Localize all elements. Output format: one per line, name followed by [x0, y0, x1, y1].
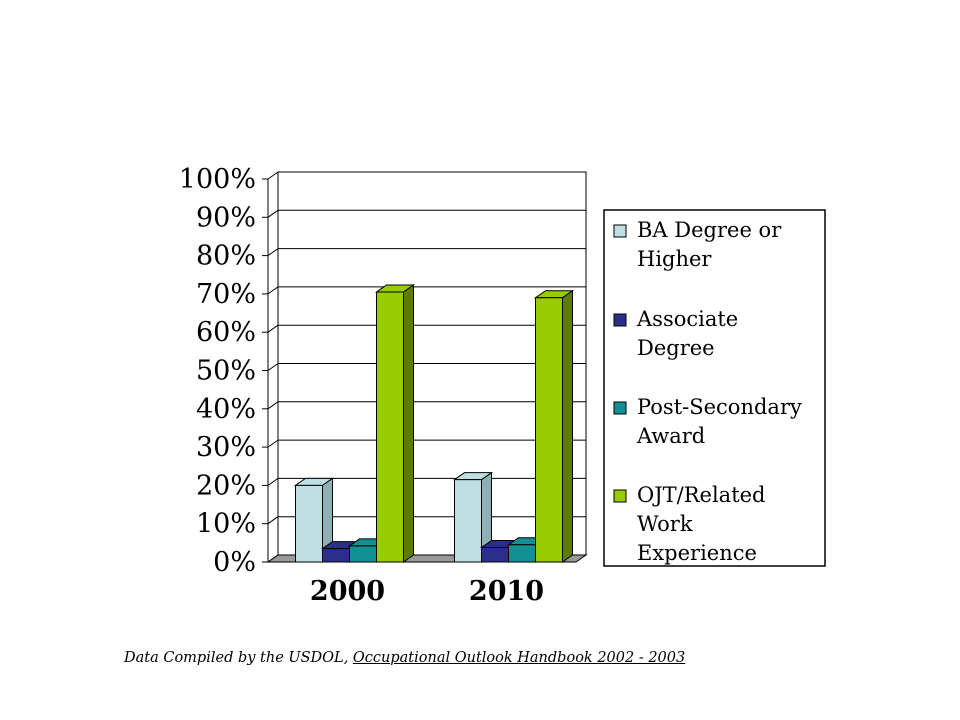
- source-title: Occupational Outlook Handbook 2002 - 200…: [352, 650, 686, 666]
- y-tick-label: 60%: [196, 317, 256, 348]
- gridline-side: [267, 439, 279, 448]
- gridline-side: [267, 477, 279, 486]
- y-tick-label: 20%: [196, 470, 256, 501]
- bar-front: [349, 545, 377, 563]
- gridline-side: [267, 324, 279, 333]
- gridline-side: [267, 248, 279, 257]
- legend-label-line: Award: [636, 424, 705, 448]
- bar-side: [403, 284, 414, 563]
- bar-front: [481, 546, 509, 563]
- legend-swatch: [613, 489, 627, 503]
- y-tick-label: 40%: [196, 394, 256, 425]
- legend-label-line: Associate: [636, 307, 738, 331]
- y-tick-label: 30%: [196, 432, 256, 463]
- y-tick-label: 0%: [213, 547, 256, 578]
- gridline-side: [267, 401, 279, 410]
- legend-label-line: Higher: [637, 247, 712, 271]
- bars: [293, 284, 575, 563]
- legend-label-line: Degree: [637, 336, 715, 360]
- gridline-side: [267, 363, 279, 371]
- y-axis: 0% 10% 20% 30% 40% 50% 60% 70% 80% 90% 100%: [179, 164, 576, 578]
- x-category-label: 2000: [310, 576, 385, 607]
- bar: [374, 284, 416, 563]
- bar-front: [454, 479, 482, 563]
- y-tick-label: 90%: [196, 202, 256, 233]
- legend-swatch: [613, 313, 627, 327]
- legend-label-line: BA Degree or: [637, 218, 782, 242]
- legend-label-line: Experience: [637, 541, 757, 565]
- source-prefix: Data Compiled by the USDOL,: [124, 650, 353, 666]
- legend-label: Associate Degree: [636, 307, 738, 360]
- legend-label: Post-Secondary Award: [636, 395, 802, 448]
- legend-swatch: [613, 224, 627, 238]
- y-tick-label: 100%: [179, 164, 256, 195]
- y-tick-label: 80%: [196, 241, 256, 272]
- y-tick-label: 70%: [196, 279, 256, 310]
- bar-front: [376, 291, 404, 563]
- bar: [533, 289, 575, 563]
- gridline-side: [267, 171, 279, 180]
- bar-front: [295, 484, 323, 563]
- legend-label-line: Post-Secondary: [637, 395, 802, 419]
- gridline-side: [267, 516, 279, 525]
- bar-front: [508, 544, 536, 563]
- bar-side: [562, 289, 573, 563]
- bar-front: [322, 548, 350, 563]
- category-labels: 2000 2010: [310, 576, 544, 607]
- x-category-label: 2010: [469, 576, 544, 607]
- legend-box: [603, 209, 826, 567]
- legend-swatch: [613, 401, 627, 415]
- y-tick-label: 10%: [196, 509, 256, 540]
- legend-label: OJT/Related Work Experience: [637, 483, 766, 565]
- gridline-side: [267, 209, 279, 218]
- legend-label-line: OJT/Related: [637, 483, 766, 507]
- bar-front: [535, 297, 563, 563]
- gridline-side: [267, 286, 279, 295]
- y-tick-label: 50%: [196, 356, 256, 387]
- legend-label-line: Work: [637, 512, 693, 536]
- legend-label: BA Degree or Higher: [637, 218, 782, 271]
- bar: [452, 471, 494, 563]
- legend: BA Degree or Higher Associate Degree Post-Se…: [603, 209, 826, 567]
- source-note: Data Compiled by the USDOL, Occupational…: [124, 650, 685, 666]
